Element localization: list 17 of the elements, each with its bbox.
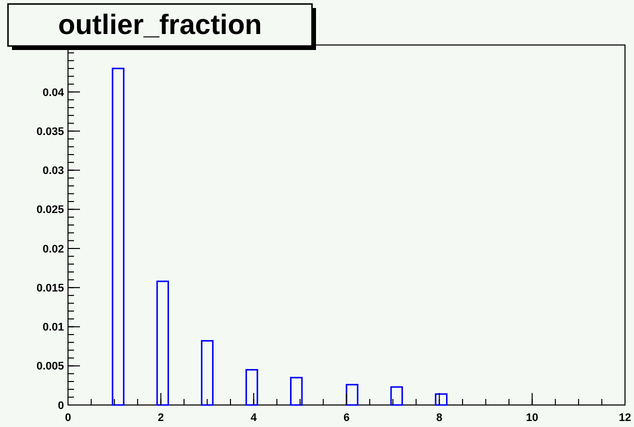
title-box: outlier_fraction xyxy=(7,3,316,50)
x-tick-label: 4 xyxy=(250,412,258,424)
x-tick-label: 12 xyxy=(618,412,632,424)
y-tick-label: 0 xyxy=(58,400,64,412)
y-tick-label: 0.005 xyxy=(36,360,64,373)
x-tick-label: 6 xyxy=(343,412,350,424)
x-tick-label: 10 xyxy=(526,412,538,424)
y-tick-label: 0.02 xyxy=(42,243,64,256)
x-tick-label: 2 xyxy=(158,412,164,424)
y-tick-label: 0.03 xyxy=(42,165,64,178)
chart-title: outlier_fraction xyxy=(58,9,262,40)
y-tick-label: 0.015 xyxy=(36,282,64,294)
y-tick-label: 0.04 xyxy=(42,86,65,99)
y-tick-label: 0.035 xyxy=(36,126,64,138)
y-tick-label: 0.025 xyxy=(36,204,64,216)
x-tick-label: 8 xyxy=(436,412,442,424)
y-tick-label: 0.01 xyxy=(42,322,64,334)
